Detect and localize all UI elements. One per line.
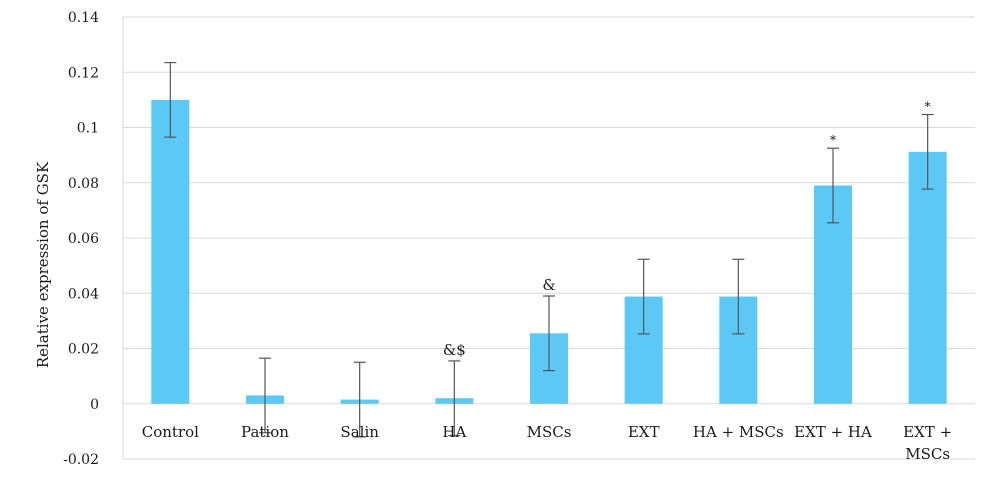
x-tick-label: MSCs <box>905 445 950 463</box>
error-bars <box>164 61 934 438</box>
y-tick-label: 0.06 <box>68 231 99 247</box>
y-tick-label: 0 <box>90 397 99 413</box>
significance-marker: * <box>925 100 931 114</box>
y-axis: -0.02 0 0.02 0.04 0.06 0.08 0.1 0.12 0.14 <box>63 10 124 468</box>
bar <box>908 151 947 404</box>
bars <box>151 99 947 404</box>
significance-marker: * <box>830 133 836 147</box>
bar <box>151 99 190 404</box>
x-tick-label: MSCs <box>527 423 572 441</box>
x-tick-label: HA <box>442 423 466 441</box>
y-tick-label: 0.02 <box>68 342 99 358</box>
y-tick-label: 0.12 <box>68 65 99 81</box>
y-axis-label: Relative expression of GSK <box>34 161 52 368</box>
x-tick-label: EXT + <box>903 423 952 441</box>
y-tick-label: -0.02 <box>63 452 99 468</box>
x-tick-label: HA + MSCs <box>693 423 784 441</box>
x-tick-label: EXT <box>628 423 660 441</box>
x-tick-label: Salin <box>340 423 379 441</box>
y-tick-label: 0.1 <box>77 121 99 137</box>
x-tick-label: Control <box>142 423 199 441</box>
x-tick-label: EXT + HA <box>794 423 872 441</box>
x-axis-labels: Control Pation Salin HA MSCs EXT HA + MSCs EXT … <box>142 423 952 463</box>
y-tick-label: 0.04 <box>68 286 99 302</box>
y-tick-label: 0.08 <box>68 176 99 192</box>
significance-markers: &$ & * * <box>443 100 931 359</box>
significance-marker: &$ <box>443 341 466 359</box>
significance-marker: & <box>542 276 555 294</box>
y-tick-label: 0.14 <box>68 10 99 26</box>
x-tick-label: Pation <box>241 423 289 441</box>
